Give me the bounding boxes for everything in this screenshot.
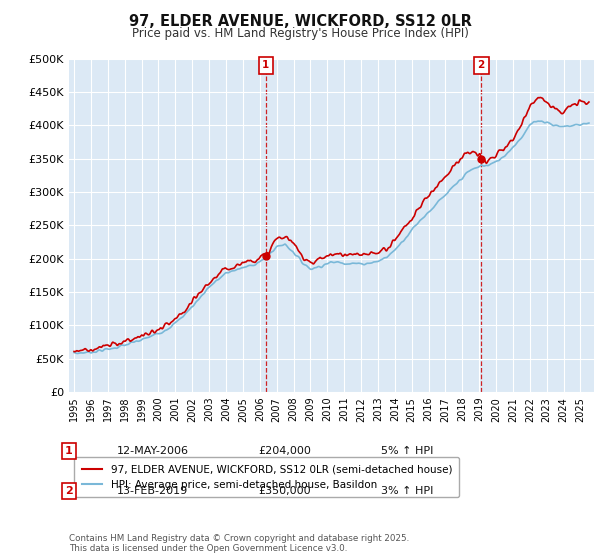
Text: 2: 2 [65, 486, 73, 496]
Text: 1: 1 [262, 60, 269, 71]
Text: Price paid vs. HM Land Registry's House Price Index (HPI): Price paid vs. HM Land Registry's House … [131, 27, 469, 40]
Text: 3% ↑ HPI: 3% ↑ HPI [381, 486, 433, 496]
Legend: 97, ELDER AVENUE, WICKFORD, SS12 0LR (semi-detached house), HPI: Average price, : 97, ELDER AVENUE, WICKFORD, SS12 0LR (se… [74, 457, 460, 497]
Text: 97, ELDER AVENUE, WICKFORD, SS12 0LR: 97, ELDER AVENUE, WICKFORD, SS12 0LR [128, 14, 472, 29]
Text: 5% ↑ HPI: 5% ↑ HPI [381, 446, 433, 456]
Text: 12-MAY-2006: 12-MAY-2006 [117, 446, 189, 456]
Text: £350,000: £350,000 [258, 486, 311, 496]
Text: 13-FEB-2019: 13-FEB-2019 [117, 486, 188, 496]
Text: 2: 2 [478, 60, 485, 71]
Text: £204,000: £204,000 [258, 446, 311, 456]
Text: 1: 1 [65, 446, 73, 456]
Text: Contains HM Land Registry data © Crown copyright and database right 2025.
This d: Contains HM Land Registry data © Crown c… [69, 534, 409, 553]
